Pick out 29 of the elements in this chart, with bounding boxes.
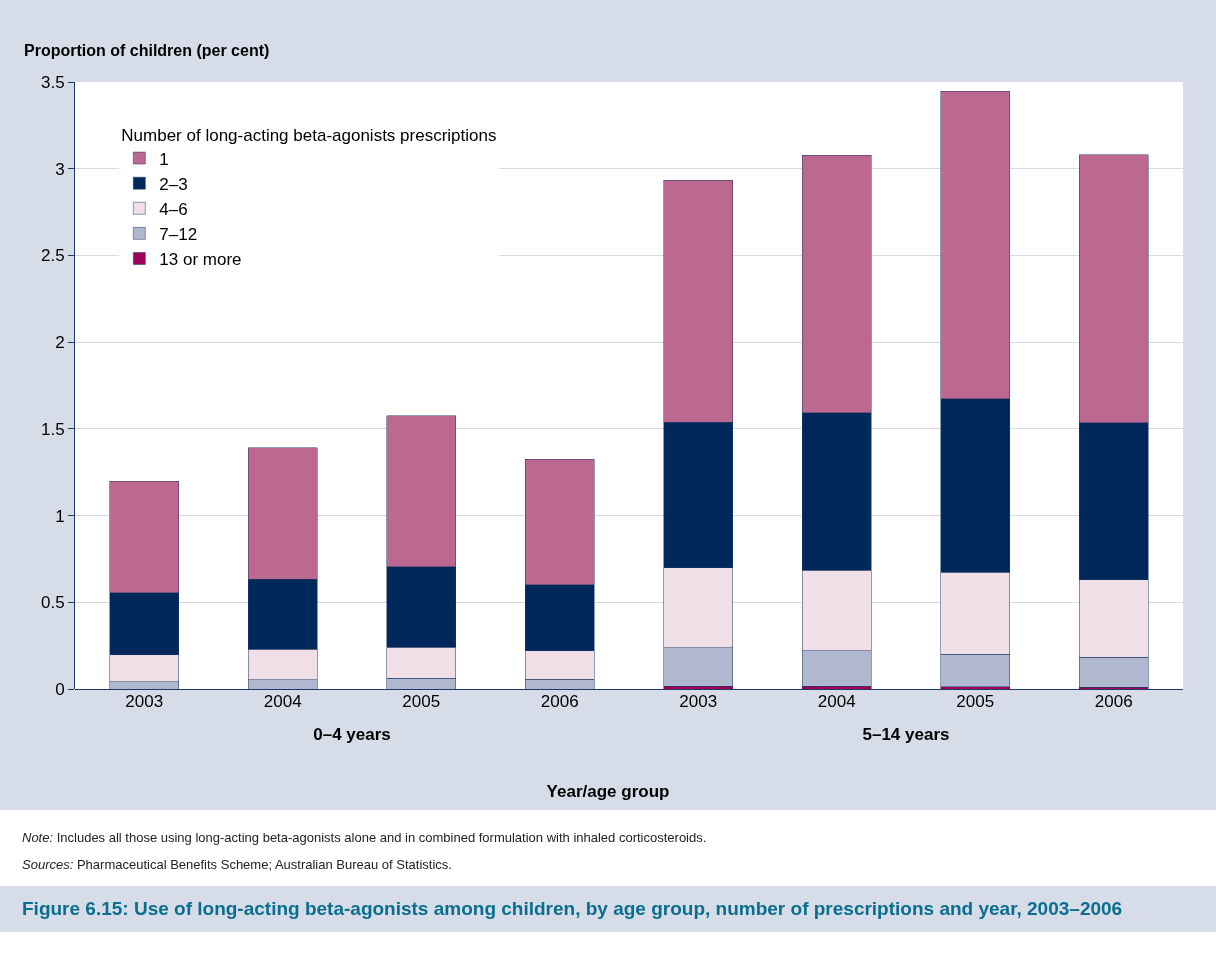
y-tick-label: 1 (55, 506, 65, 526)
x-tick-label: 2006 (540, 692, 579, 711)
x-tick-label: 2003 (679, 692, 718, 711)
x-tick-label: 2005 (956, 692, 995, 711)
y-tick-label: 2 (55, 333, 65, 353)
y-tick-label: 2.5 (40, 246, 65, 266)
x-tick-label: 2005 (402, 692, 441, 711)
legend-title: Number of long-acting beta-agonists prescriptions (121, 125, 497, 145)
y-tick-label: 0.5 (40, 593, 65, 613)
y-tick-label: 3 (55, 159, 65, 179)
y-tick-label: 0 (55, 679, 65, 699)
y-axis-title: Proportion of children (per cent) (24, 42, 270, 59)
text: Note: Includes all those using long-acting beta-agonists alone and in combined formulation with inhaled corticosteroids. (22, 830, 707, 845)
legend-label: 7–12 (159, 225, 198, 244)
x-tick-label: 2004 (817, 692, 856, 711)
x-tick-label: 2003 (125, 692, 164, 711)
text: Figure 6.15: Use of long-acting beta-agonists among children, by age group, number of prescriptions and year, 2003–2006 (0, 886, 1216, 932)
legend-label: 4–6 (159, 199, 188, 219)
source-note: Sources: Pharmaceutical Benefits Scheme; Australian Bureau of Statistics. (22, 857, 452, 872)
y-tick-label: 3.5 (40, 72, 65, 92)
x-tick-label: 2004 (263, 692, 302, 711)
text: Year/age group (545, 782, 671, 802)
legend-label: 1 (159, 149, 169, 169)
legend-label: 13 or more (159, 250, 242, 270)
legend-label: 2–3 (159, 174, 188, 194)
x-tick-label: 2006 (1094, 692, 1133, 711)
x-axis-title: 0–4 years (313, 725, 391, 745)
y-tick-label: 1.5 (40, 419, 65, 439)
x-axis-title: 5–14 years (862, 725, 950, 745)
